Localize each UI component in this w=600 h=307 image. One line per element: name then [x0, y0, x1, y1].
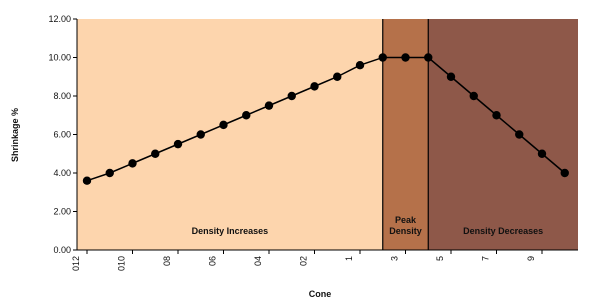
y-tick-label: 8.00 — [53, 91, 71, 101]
data-point — [242, 111, 251, 120]
region-label: Density Increases — [192, 226, 269, 236]
data-point — [560, 168, 569, 178]
data-point — [355, 60, 365, 70]
data-point — [446, 72, 456, 81]
data-point — [151, 149, 160, 158]
y-axis-label: Shrinkage % — [10, 108, 20, 162]
region-label-line: Density — [389, 226, 422, 236]
data-point — [424, 53, 433, 62]
data-point — [173, 139, 183, 149]
y-tick-label: 4.00 — [53, 168, 71, 178]
data-point — [401, 53, 410, 62]
data-point — [310, 82, 319, 91]
data-point — [264, 101, 274, 110]
region-label-line: Density Increases — [192, 226, 269, 236]
data-point — [219, 120, 228, 130]
data-point — [515, 130, 524, 139]
region-label: Density Decreases — [463, 226, 543, 236]
data-point — [287, 91, 296, 101]
data-point — [492, 111, 501, 120]
x-tick-label: 5 — [435, 256, 445, 261]
x-tick-label: 04 — [253, 256, 263, 266]
region-label-line: Peak — [395, 215, 417, 225]
series-line — [86, 56, 566, 182]
x-tick-label: 08 — [162, 256, 172, 266]
region — [77, 19, 383, 250]
x-tick-label: 06 — [208, 256, 218, 266]
x-tick-label: 012 — [71, 256, 81, 271]
region-label-line: Density Decreases — [463, 226, 543, 236]
region — [428, 19, 578, 250]
x-tick-label: 02 — [299, 256, 309, 266]
data-point — [469, 91, 478, 101]
data-point — [378, 53, 387, 62]
x-tick-label: 7 — [481, 256, 491, 261]
y-tick-label: 10.00 — [48, 53, 71, 63]
data-point — [105, 168, 114, 178]
data-point — [333, 72, 342, 81]
y-tick-label: 12.00 — [48, 14, 71, 24]
region-label: Peak Density — [389, 215, 422, 236]
x-tick-label: 1 — [344, 256, 354, 261]
x-tick-label: 9 — [526, 256, 536, 261]
y-tick-label: 6.00 — [53, 130, 71, 140]
y-tick-label: 0.00 — [53, 245, 71, 255]
x-axis-label: Cone — [309, 289, 332, 299]
data-point — [128, 159, 137, 168]
y-tick-label: 2.00 — [53, 207, 71, 217]
data-point — [196, 130, 205, 139]
data-point — [537, 149, 547, 158]
data-point — [82, 176, 92, 185]
x-tick-label: 010 — [117, 256, 127, 271]
x-tick-label: 3 — [390, 256, 400, 261]
